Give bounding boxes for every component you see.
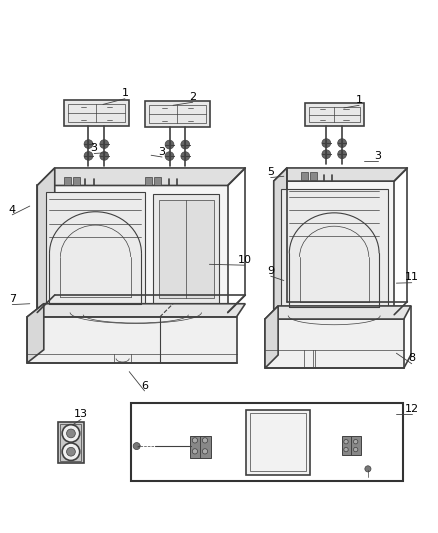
Circle shape [84,140,93,149]
Polygon shape [27,304,44,363]
Text: 3: 3 [91,143,98,154]
Polygon shape [37,168,245,185]
Bar [310,172,317,180]
Circle shape [365,466,371,472]
Circle shape [100,140,109,149]
Text: 4: 4 [9,205,16,215]
Circle shape [84,151,93,160]
Circle shape [202,438,208,443]
Text: 13: 13 [74,409,88,419]
Text: 9: 9 [267,266,274,276]
Polygon shape [305,103,364,126]
Circle shape [100,151,109,160]
Polygon shape [145,101,210,127]
Text: 2: 2 [189,92,196,102]
Text: 12: 12 [405,404,419,414]
Polygon shape [281,189,388,308]
Polygon shape [46,192,145,306]
Bar [301,172,308,180]
Text: 6: 6 [141,381,148,391]
Bar [200,436,211,458]
Text: 3: 3 [374,151,381,161]
Text: 5: 5 [267,167,274,177]
Polygon shape [274,168,407,181]
Text: 1: 1 [121,88,128,99]
Polygon shape [265,306,278,368]
Bar [64,177,71,184]
Text: 7: 7 [9,294,16,304]
Text: 1: 1 [356,95,363,105]
Circle shape [338,150,346,159]
Polygon shape [274,181,394,314]
Bar [342,437,351,455]
Bar [190,436,201,458]
Bar [154,177,161,184]
Polygon shape [274,168,287,314]
Polygon shape [265,306,411,319]
Circle shape [192,449,198,454]
Circle shape [67,429,75,438]
Circle shape [353,440,358,444]
Polygon shape [265,319,404,368]
Circle shape [344,440,348,444]
Circle shape [344,447,348,452]
Circle shape [181,140,190,149]
Bar [131,403,403,481]
Circle shape [353,447,358,452]
Polygon shape [153,194,219,304]
Polygon shape [159,200,214,298]
Circle shape [133,442,140,449]
Circle shape [165,152,174,160]
Polygon shape [37,168,55,312]
Polygon shape [37,185,228,312]
Text: 8: 8 [408,353,415,364]
Circle shape [62,425,80,442]
Circle shape [322,150,331,159]
Circle shape [322,139,331,148]
Circle shape [165,140,174,149]
Polygon shape [58,422,84,463]
Text: 11: 11 [405,272,419,282]
Text: 3: 3 [159,147,166,157]
Circle shape [67,447,75,456]
Polygon shape [246,410,310,474]
Circle shape [338,139,346,148]
Circle shape [181,152,190,160]
Circle shape [62,443,80,461]
Text: 10: 10 [237,255,251,265]
Polygon shape [64,100,129,126]
Polygon shape [27,304,245,317]
Polygon shape [27,317,237,363]
Bar [145,177,152,184]
Bar [351,437,361,455]
Circle shape [202,449,208,454]
Circle shape [192,438,198,443]
Bar [73,177,80,184]
